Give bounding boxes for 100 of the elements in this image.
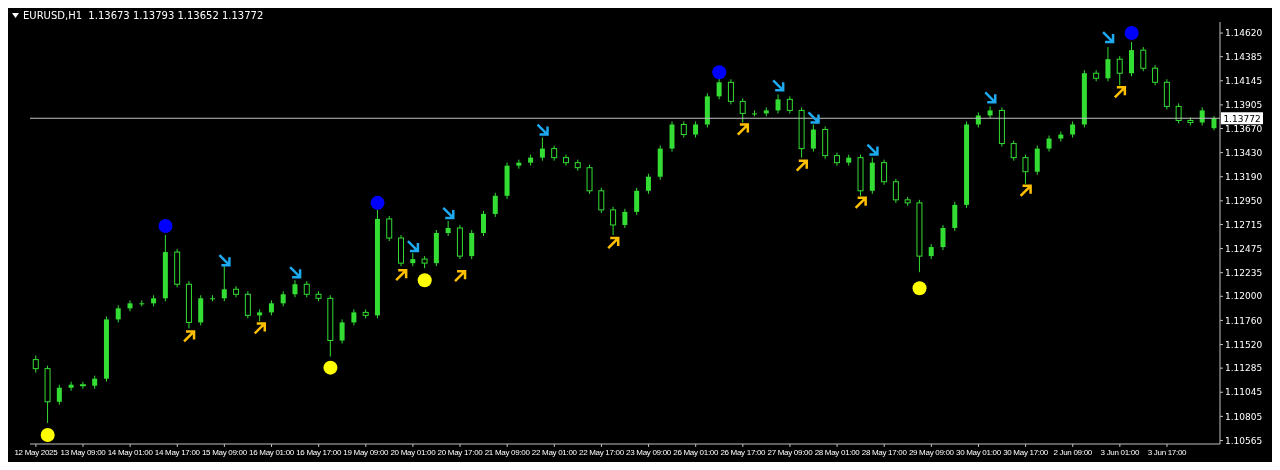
y-tick-label: 1.13905	[1225, 100, 1263, 111]
point	[218, 253, 231, 267]
x-tick-label: 30 May 17:00	[1003, 447, 1049, 457]
candlestick	[1199, 106, 1205, 126]
ref-line-label: 1.13772	[1223, 114, 1261, 125]
point	[736, 123, 750, 136]
y-tick-label: 1.12000	[1225, 291, 1263, 302]
x-tick-label: 28 May 01:00	[814, 447, 861, 457]
candlestick	[622, 208, 628, 229]
x-tick-label: 3 Jun 01:00	[1100, 447, 1140, 457]
x-tick-label: 28 May 17:00	[861, 447, 908, 457]
candlestick	[562, 154, 569, 167]
point	[417, 273, 432, 288]
point	[536, 123, 549, 136]
candlestick	[79, 381, 86, 390]
x-tick-label: 29 May 09:00	[908, 447, 955, 457]
y-tick-label: 1.13430	[1225, 147, 1263, 158]
candlestick	[1152, 64, 1159, 86]
point	[795, 159, 808, 172]
point	[712, 65, 727, 80]
y-tick-label: 1.13190	[1225, 171, 1263, 182]
candlestick	[727, 78, 734, 105]
y-tick-label: 1.10805	[1225, 411, 1263, 422]
candlestick	[892, 178, 899, 204]
y-tick-label: 1.12475	[1225, 243, 1263, 254]
x-tick-label: 12 May 2025	[14, 447, 59, 457]
candlestick	[233, 285, 240, 298]
candlestick	[127, 299, 133, 312]
point	[40, 427, 55, 442]
y-tick-label: 1.11520	[1225, 339, 1263, 350]
x-tick-label: 26 May 17:00	[720, 447, 767, 457]
x-tick-label: 30 May 01:00	[956, 447, 1002, 457]
candlestick	[775, 93, 781, 114]
y-tick-label: 1.12235	[1225, 267, 1263, 278]
candlestick	[244, 290, 251, 319]
x-tick-label: 16 May 17:00	[296, 447, 342, 457]
candlestick	[445, 220, 451, 237]
candlestick	[987, 105, 993, 119]
candlestick	[68, 381, 74, 392]
candlestick	[56, 384, 62, 406]
point	[323, 360, 338, 375]
candlestick	[1140, 46, 1147, 72]
x-tick-label: 14 May 17:00	[154, 447, 201, 457]
y-tick-label: 1.12950	[1225, 196, 1263, 207]
y-tick-label: 1.13670	[1225, 123, 1263, 134]
x-tick-label: 21 May 09:00	[484, 447, 531, 457]
point	[158, 218, 173, 233]
point	[866, 143, 879, 156]
x-tick-label: 23 May 09:00	[626, 447, 672, 457]
point	[1019, 184, 1032, 198]
candlestick	[492, 192, 498, 218]
point	[1113, 86, 1127, 99]
point	[771, 79, 785, 92]
x-tick-label: 27 May 09:00	[767, 447, 814, 457]
candlestick	[1022, 154, 1029, 185]
y-tick-label: 1.11760	[1225, 315, 1263, 326]
x-tick-label: 19 May 09:00	[343, 447, 390, 457]
candlestick	[1010, 140, 1017, 162]
candlestick	[1105, 46, 1111, 82]
x-tick-label: 13 May 09:00	[60, 447, 107, 457]
x-tick-label: 22 May 01:00	[531, 447, 578, 457]
candlestick	[739, 97, 746, 123]
candlestick	[940, 224, 946, 251]
point	[606, 236, 620, 250]
candlestick	[645, 173, 651, 195]
point	[182, 330, 196, 343]
chart-title: EURUSD,H1 1.13673 1.13793 1.13652 1.13772	[23, 10, 264, 21]
x-tick-label: 22 May 17:00	[578, 447, 625, 457]
candlestick	[610, 206, 617, 236]
point	[854, 196, 867, 210]
candlestick	[810, 123, 816, 153]
candlestick	[539, 137, 545, 162]
x-tick-label: 26 May 01:00	[673, 447, 719, 457]
candlestick	[716, 77, 722, 100]
candlestick	[221, 265, 227, 302]
point	[1124, 26, 1139, 41]
y-tick-label: 1.11285	[1225, 363, 1263, 374]
point	[1101, 30, 1115, 44]
point	[984, 91, 997, 104]
x-tick-label: 20 May 01:00	[390, 447, 437, 457]
candlestick	[386, 215, 393, 242]
x-tick-label: 15 May 09:00	[201, 447, 248, 457]
point	[912, 281, 927, 296]
point	[394, 268, 408, 282]
x-tick-label: 2 Jun 09:00	[1053, 447, 1093, 457]
candlestick	[881, 159, 888, 186]
candlestick	[469, 229, 475, 260]
x-tick-label: 14 May 01:00	[107, 447, 154, 457]
point	[253, 322, 266, 335]
candlestick	[952, 201, 958, 232]
candlestick	[1175, 102, 1182, 124]
x-tick-label: 16 May 01:00	[249, 447, 295, 457]
y-tick-label: 1.14385	[1225, 51, 1263, 62]
point	[370, 195, 385, 210]
point	[288, 265, 302, 279]
y-tick-label: 1.12715	[1225, 219, 1263, 230]
y-tick-label: 1.11045	[1225, 387, 1263, 398]
y-tick-label: 1.14620	[1225, 28, 1263, 39]
candlestick	[339, 318, 345, 345]
y-tick-label: 1.14145	[1225, 75, 1263, 86]
